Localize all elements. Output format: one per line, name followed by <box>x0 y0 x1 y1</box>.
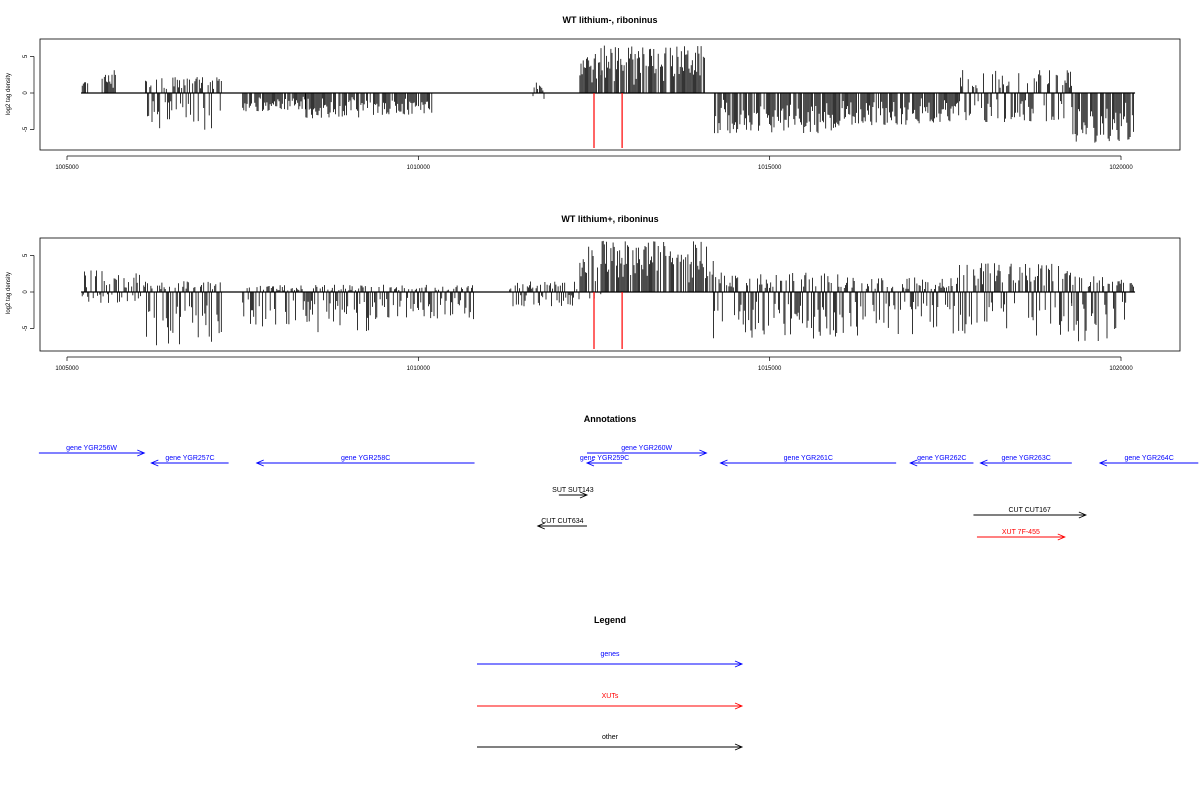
feature-arrow-head <box>1078 511 1088 519</box>
feature-label: gene YGR264C <box>1124 455 1173 462</box>
feature-label: gene YGR256W <box>66 445 117 452</box>
axes: 1005000 1010000 1015000 1020000 -5 0 5 <box>23 54 1133 171</box>
feature-label: gene YGR263C <box>1001 455 1050 462</box>
legend-label: other <box>602 734 619 741</box>
feature-arrow-head <box>734 660 744 668</box>
legend-items: genes XUTs other <box>477 651 744 751</box>
feature-arrow-head <box>909 459 918 467</box>
feature-arrow-head <box>734 743 744 751</box>
plot-frame <box>39 237 1181 352</box>
feature-label: XUT 7F-455 <box>1002 529 1040 536</box>
feature-arrow-head <box>719 459 728 467</box>
feature-gene-ygr264c: gene YGR264C <box>1098 455 1199 467</box>
feature-arrow-head <box>536 522 545 530</box>
y-tick-label: 0 <box>23 290 29 294</box>
feature-sut-sut143: SUT SUT143 <box>552 487 594 499</box>
feature-arrow-head <box>699 449 708 457</box>
feature-label: gene YGR258C <box>341 455 390 462</box>
x-tick-label: 1005000 <box>55 165 79 171</box>
x-tick-label: 1010000 <box>407 165 431 171</box>
plot-title: WT lithium-, riboninus <box>563 15 658 25</box>
y-tick-label: 5 <box>23 253 29 257</box>
legend-title: Legend <box>594 615 626 625</box>
feature-arrow-head <box>1098 459 1108 467</box>
y-axis-label: log2 tag density <box>6 272 12 314</box>
x-tick-label: 1020000 <box>1109 165 1133 171</box>
feature-label: gene YGR261C <box>784 455 833 462</box>
feature-arrow-head <box>734 702 744 710</box>
y-tick-label: -5 <box>23 325 29 331</box>
feature-arrow-head <box>150 459 159 467</box>
feature-xut-7f-455: XUT 7F-455 <box>976 529 1066 541</box>
x-tick-label: 1010000 <box>407 366 431 372</box>
feature-gene-ygr261c: gene YGR261C <box>719 455 897 467</box>
plot-frame <box>39 38 1181 151</box>
axes: 1005000 1010000 1015000 1020000 -5 0 5 <box>23 253 1133 372</box>
feature-arrow-head <box>255 459 264 467</box>
y-tick-label: -5 <box>23 126 29 132</box>
feature-gene-ygr258c: gene YGR258C <box>255 455 475 467</box>
feature-label: gene YGR260W <box>621 445 672 452</box>
feature-gene-ygr256w: gene YGR256W <box>38 445 146 457</box>
feature-cut-cut167: CUT CUT167 <box>973 507 1088 519</box>
x-tick-label: 1005000 <box>55 366 79 372</box>
feature-label: CUT CUT167 <box>1009 507 1051 514</box>
feature-gene-ygr260w: gene YGR260W <box>586 445 708 457</box>
density-bars <box>81 240 1136 349</box>
density-bars <box>81 45 1136 148</box>
track-plot-lithium-minus: WT lithium-, riboninus log2 tag density … <box>6 15 1181 171</box>
legend-item-xuts: XUTs <box>477 693 744 710</box>
y-tick-label: 0 <box>23 91 29 95</box>
annotation-features: gene YGR256W gene YGR257C gene YGR258C gene… <box>38 445 1199 541</box>
plot-title: WT lithium+, riboninus <box>561 214 658 224</box>
feature-arrow-head <box>137 449 146 457</box>
feature-arrow-head <box>585 459 595 467</box>
x-tick-label: 1020000 <box>1109 366 1133 372</box>
legend-label: XUTs <box>602 693 619 700</box>
legend: Legend genes XUTs other <box>477 615 744 751</box>
x-tick-label: 1015000 <box>758 366 782 372</box>
feature-gene-ygr263c: gene YGR263C <box>979 455 1072 467</box>
legend-item-other: other <box>477 734 744 751</box>
feature-arrow-head <box>979 459 988 467</box>
track-plot-lithium-plus: WT lithium+, riboninus log2 tag density … <box>6 214 1181 372</box>
y-tick-label: 5 <box>23 54 29 58</box>
feature-label: CUT CUT634 <box>541 518 583 525</box>
annotations-title: Annotations <box>584 414 637 424</box>
feature-cut-cut634: CUT CUT634 <box>536 518 587 530</box>
feature-label: gene YGR259C <box>580 455 629 462</box>
feature-label: gene YGR262C <box>917 455 966 462</box>
x-tick-label: 1015000 <box>758 165 782 171</box>
legend-label: genes <box>600 651 620 658</box>
feature-label: gene YGR257C <box>165 455 214 462</box>
y-axis-label: log2 tag density <box>6 73 12 115</box>
feature-gene-ygr259c: gene YGR259C <box>580 455 629 467</box>
feature-gene-ygr257c: gene YGR257C <box>150 455 229 467</box>
feature-arrow-head <box>1057 533 1066 541</box>
feature-arrow-head <box>579 491 589 499</box>
feature-gene-ygr262c: gene YGR262C <box>909 455 974 467</box>
feature-label: SUT SUT143 <box>552 487 594 494</box>
legend-item-genes: genes <box>477 651 744 668</box>
